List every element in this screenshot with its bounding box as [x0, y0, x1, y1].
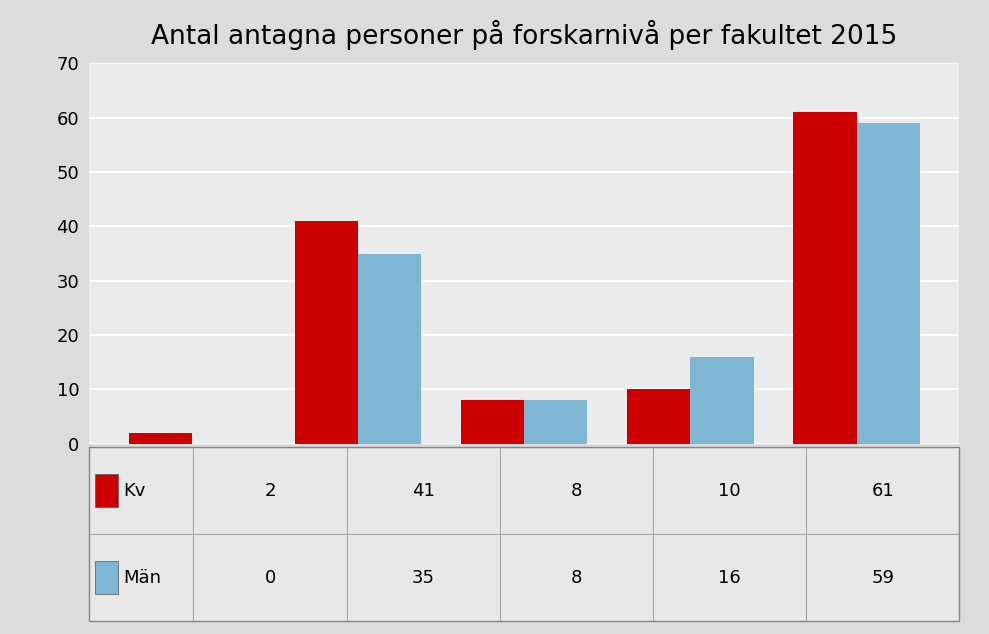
Bar [461, 400, 524, 444]
Text: Kv: Kv [124, 482, 145, 500]
Text: 41: 41 [411, 482, 434, 500]
Bar [690, 357, 754, 444]
Text: 35: 35 [411, 569, 435, 586]
Bar [627, 389, 690, 444]
Bar [793, 112, 856, 444]
Text: 16: 16 [718, 569, 741, 586]
Title: Antal antagna personer på forskarnivå per fakultet 2015: Antal antagna personer på forskarnivå pe… [151, 20, 897, 50]
Text: 59: 59 [871, 569, 894, 586]
Text: 8: 8 [571, 482, 583, 500]
Text: 61: 61 [871, 482, 894, 500]
Text: Män: Män [124, 569, 161, 586]
Bar [358, 254, 421, 444]
Bar [295, 221, 358, 444]
Text: 8: 8 [571, 569, 583, 586]
Text: 0: 0 [264, 569, 276, 586]
Text: 2: 2 [264, 482, 276, 500]
Bar [856, 123, 920, 444]
Bar [524, 400, 587, 444]
Bar [129, 433, 192, 444]
Text: 10: 10 [718, 482, 741, 500]
